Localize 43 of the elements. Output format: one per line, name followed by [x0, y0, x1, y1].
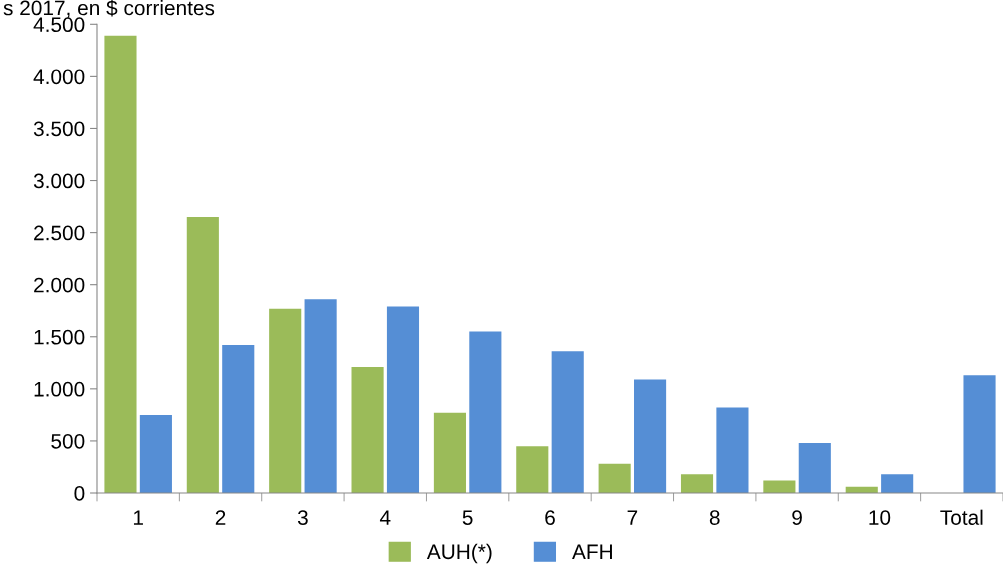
chart-title: s 2017, en $ corrientes: [3, 0, 215, 18]
bar: [269, 308, 302, 493]
y-tick-label: 1.500: [34, 329, 85, 345]
y-tick-label: 2.500: [34, 225, 85, 241]
bar: [469, 331, 502, 493]
x-tick-label: 3: [297, 510, 308, 525]
bar: [222, 345, 255, 493]
legend-label: AFH: [572, 544, 612, 559]
x-tick-label: 5: [462, 510, 473, 525]
x-tick-label: 8: [709, 510, 720, 525]
legend-label: AUH(*): [426, 543, 492, 564]
bar: [104, 35, 137, 493]
bar: [433, 412, 466, 493]
bar: [598, 463, 631, 493]
bar: [186, 216, 219, 493]
y-tick-label: 3.500: [33, 121, 85, 137]
bar: [351, 366, 384, 493]
y-tick-label: 3.000: [33, 173, 85, 189]
y-tick-label: 2.000: [34, 277, 85, 293]
y-tick-label: 1.000: [34, 381, 85, 397]
x-tick-label: 9: [792, 510, 802, 525]
x-tick-label: 2: [215, 510, 226, 525]
bar: [551, 351, 584, 493]
bar: [680, 474, 714, 493]
y-tick-label: 4.500: [33, 17, 85, 33]
x-tick-label: 4: [379, 510, 391, 525]
bar: [798, 443, 831, 493]
bar: [881, 474, 914, 493]
bar: [716, 407, 749, 493]
x-tick-label: 10: [869, 510, 891, 525]
bar: [386, 306, 420, 493]
bar: [304, 299, 337, 493]
bar: [139, 414, 172, 493]
x-tick-label: 6: [545, 510, 555, 525]
y-tick-label: 4.000: [33, 69, 85, 85]
y-tick-label: 500: [51, 433, 85, 449]
x-tick-label: 1: [133, 510, 143, 525]
bar: [516, 446, 549, 493]
x-tick-label: Total: [940, 509, 983, 525]
y-tick-label: 0: [74, 486, 85, 501]
bar: [963, 375, 996, 493]
bar: [634, 379, 667, 493]
x-tick-label: 7: [627, 510, 638, 525]
